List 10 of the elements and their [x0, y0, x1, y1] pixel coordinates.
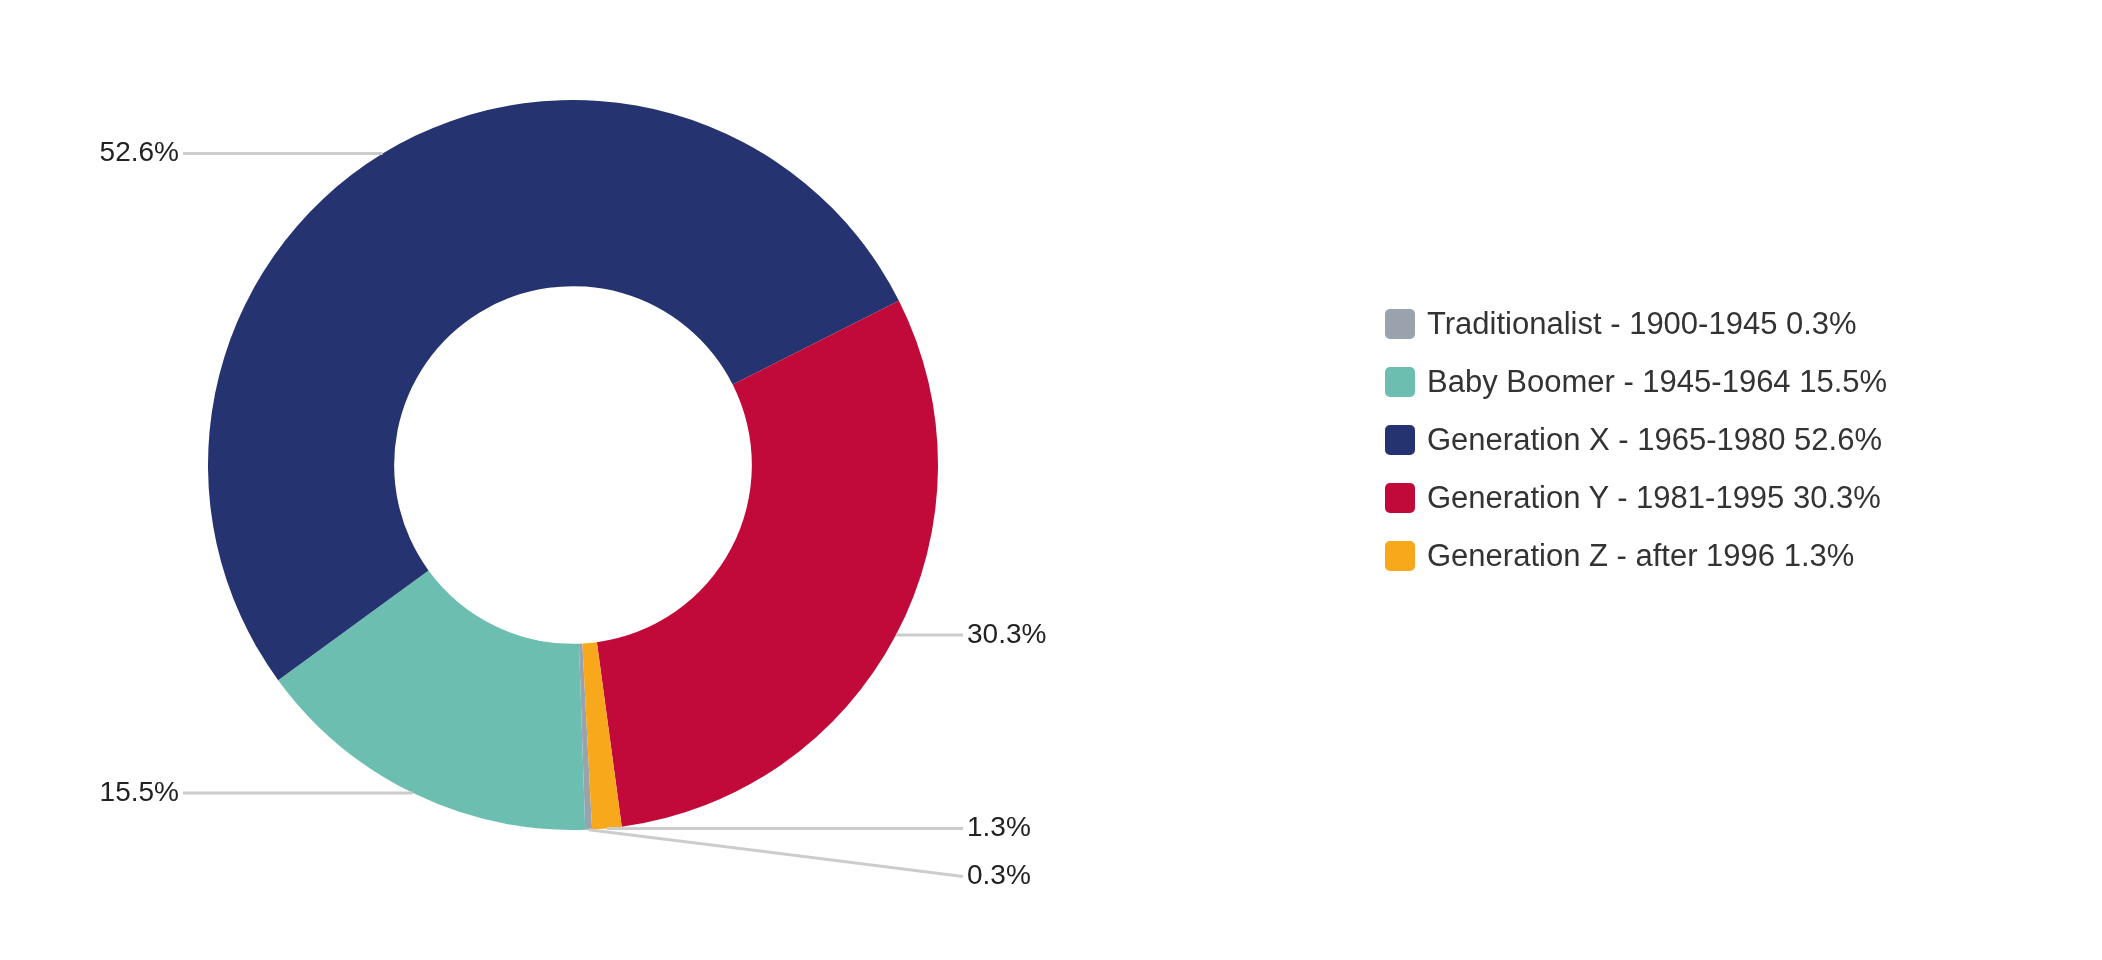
data-label: 52.6%	[99, 136, 179, 168]
data-label: 30.3%	[967, 617, 1047, 649]
data-label: 15.5%	[99, 775, 179, 807]
legend-label: Generation Y - 1981-1995 30.3%	[1427, 480, 1881, 516]
data-label: 1.3%	[967, 811, 1031, 843]
legend-label: Traditionalist - 1900-1945 0.3%	[1427, 306, 1857, 342]
legend-label: Generation Z - after 1996 1.3%	[1427, 538, 1855, 574]
legend-label: Generation X - 1965-1980 52.6%	[1427, 422, 1882, 458]
legend-label: Baby Boomer - 1945-1964 15.5%	[1427, 364, 1888, 400]
data-label: 0.3%	[967, 859, 1031, 891]
